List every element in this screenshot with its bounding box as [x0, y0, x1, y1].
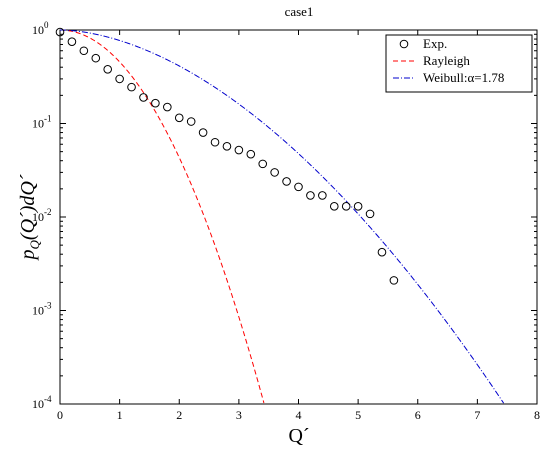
exp-point	[55, 27, 65, 37]
exp-point	[365, 209, 375, 219]
x-tick-label: 8	[534, 408, 540, 422]
x-ticks: 0 1 2 3 4 5 6 7 8	[57, 30, 540, 422]
y-tick-exp: -3	[44, 301, 52, 311]
x-tick-label: 3	[236, 408, 242, 422]
legend-rayleigh-label: Rayleigh	[423, 53, 470, 68]
x-tick-label: 4	[296, 408, 302, 422]
y-tick-base: 10	[32, 304, 44, 318]
exp-point	[329, 202, 339, 211]
exp-point	[67, 37, 77, 46]
exp-point	[210, 137, 220, 147]
y-tick-base: 10	[32, 117, 44, 131]
rayleigh-curve	[59, 29, 265, 404]
y-tick-label: 10-2	[32, 207, 52, 224]
legend-box	[385, 34, 533, 93]
exp-point	[258, 159, 268, 169]
legend: Exp. Rayleigh Weibull:α=1.78	[385, 34, 533, 93]
exp-point	[91, 53, 101, 63]
exp-point	[294, 182, 303, 192]
x-axis-label: Q´	[288, 425, 309, 447]
y-tick-label: 100	[32, 20, 49, 37]
exp-point	[306, 191, 315, 200]
y-tick-exp: -1	[44, 114, 52, 124]
exp-point	[341, 202, 351, 211]
exp-point	[186, 117, 196, 126]
x-tick-label: 0	[57, 408, 63, 422]
series-weibull	[59, 29, 505, 404]
exp-point	[198, 128, 208, 137]
y-minor-ticks	[60, 33, 537, 377]
exp-point	[377, 247, 387, 257]
exp-point	[318, 191, 327, 200]
weibull-curve	[59, 29, 505, 404]
exp-point	[222, 142, 232, 151]
exp-point	[353, 202, 363, 211]
y-tick-exp: -4	[44, 394, 52, 404]
exp-point	[139, 93, 148, 102]
legend-weibull-name: Weibull:	[423, 70, 467, 85]
y-tick-base: 10	[32, 397, 44, 411]
y-tick-label: 10-1	[32, 114, 52, 131]
y-tick-exp: -2	[44, 207, 52, 217]
y-axis-label-rest: (Q´)dQ´	[17, 174, 39, 240]
legend-exp-label: Exp.	[423, 36, 447, 51]
y-tick-base: 10	[32, 210, 44, 224]
exp-point	[163, 102, 172, 112]
y-tick-label: 10-3	[32, 301, 52, 318]
y-axis-label: pQ(Q´)dQ´	[17, 174, 42, 261]
legend-exp-marker	[399, 39, 409, 49]
y-tick-label: 10-4	[32, 394, 52, 411]
exp-point	[234, 145, 244, 155]
y-axis-label-p: p	[17, 249, 39, 261]
y-axis-label-sub: Q	[27, 239, 42, 249]
chart-title: case1	[285, 4, 314, 19]
exp-point	[174, 113, 184, 123]
exp-point	[151, 98, 160, 108]
exp-point	[282, 177, 291, 186]
x-tick-label: 2	[176, 408, 182, 422]
series-exp	[55, 27, 399, 285]
y-tick-base: 10	[32, 23, 44, 37]
exp-point	[79, 46, 89, 56]
legend-weibull-label: Weibull:α=1.78	[423, 70, 504, 85]
x-tick-label: 7	[474, 408, 480, 422]
x-tick-label: 6	[415, 408, 421, 422]
exp-point	[246, 149, 256, 159]
exp-point	[115, 74, 124, 84]
exp-point	[270, 168, 279, 177]
exp-point	[389, 276, 399, 285]
y-tick-exp: 0	[44, 20, 49, 30]
x-tick-label: 1	[117, 408, 123, 422]
exp-point	[103, 64, 112, 74]
x-tick-label: 5	[355, 408, 361, 422]
series-rayleigh	[59, 29, 265, 404]
legend-weibull-alpha: α=1.78	[467, 70, 504, 85]
exp-point	[127, 82, 136, 92]
